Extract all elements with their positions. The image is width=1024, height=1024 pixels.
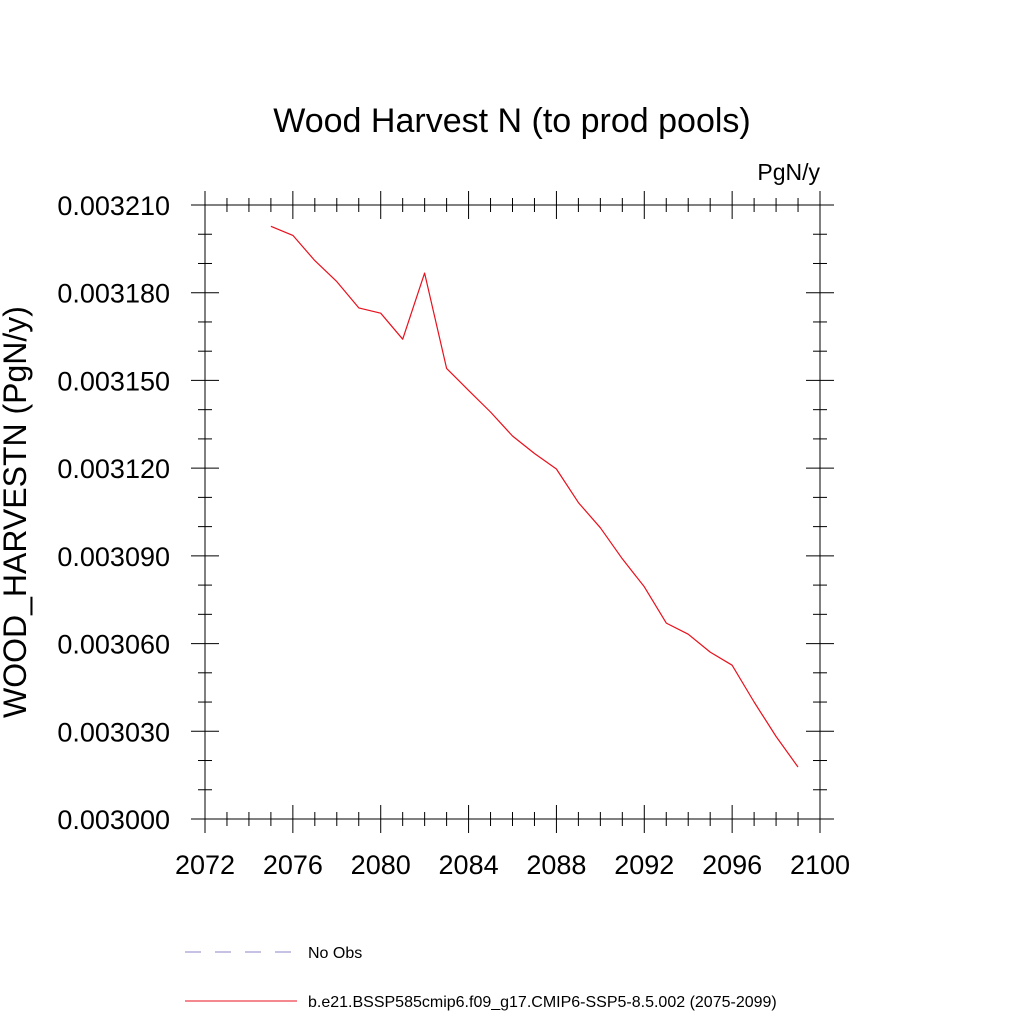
x-tick-label: 2072: [175, 850, 235, 880]
x-tick-label: 2084: [439, 850, 499, 880]
series-line-0: [270, 225, 799, 768]
y-tick-label: 0.003150: [57, 366, 170, 396]
y-tick-label: 0.003000: [57, 805, 170, 835]
axis-tick-labels: 2072 2076 2080 2084 2088 2092 2096 2100 0.003000…: [57, 191, 850, 880]
chart-title: Wood Harvest N (to prod pools): [273, 102, 750, 140]
y-tick-label: 0.003030: [57, 717, 170, 747]
legend: No Obs b.e21.BSSP585cmip6.f09_g17.CMIP6-…: [185, 945, 777, 1011]
x-tick-label: 2088: [526, 850, 586, 880]
y-tick-label: 0.003060: [57, 630, 170, 660]
axis-ticks: [191, 191, 834, 833]
units-label: PgN/y: [757, 159, 820, 185]
y-tick-label: 0.003120: [57, 454, 170, 484]
legend-label-simulation: b.e21.BSSP585cmip6.f09_g17.CMIP6-SSP5-8.…: [308, 994, 777, 1011]
x-tick-label: 2080: [351, 850, 411, 880]
x-tick-label: 2092: [614, 850, 674, 880]
x-tick-label: 2096: [702, 850, 762, 880]
x-tick-label: 2100: [790, 850, 850, 880]
y-axis-label: WOOD_HARVESTN (PgN/y): [0, 306, 33, 718]
y-tick-label: 0.003180: [57, 279, 170, 309]
y-tick-label: 0.003090: [57, 542, 170, 572]
legend-label-no-obs: No Obs: [308, 945, 362, 962]
y-tick-label: 0.003210: [57, 191, 170, 221]
series-lines: [270, 225, 799, 768]
x-tick-label: 2076: [263, 850, 323, 880]
plot-frame: [204, 204, 821, 820]
